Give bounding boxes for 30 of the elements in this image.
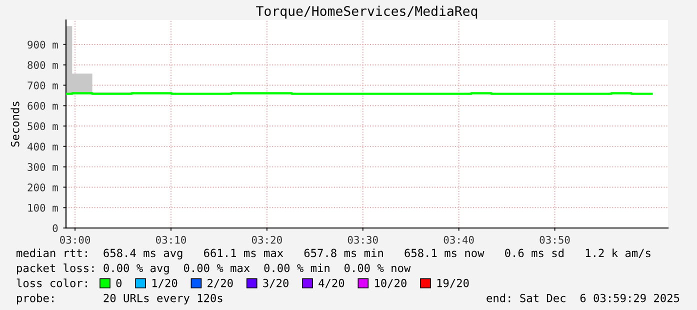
legend-label: 19/20 [437,278,469,288]
x-tick-label: 03:10 [156,236,186,244]
y-tick-label: 900 m [28,40,58,49]
chart-title: Torque/HomeServices/MediaReq [256,6,478,19]
text: packet loss: 0.00 % avg 0.00 % max 0.00 % min 0.00 % now [17,264,411,274]
legend-title: loss color: [16,278,87,288]
y-tick-label: 500 m [28,122,58,130]
x-tick-label: 03:00 [60,236,90,244]
y-tick-label: 400 m [28,142,58,151]
y-axis-title: Seconds [10,102,20,147]
legend-label: 3/20 [263,278,288,288]
y-tick-label: 700 m [28,82,58,90]
x-tick-label: 03:30 [348,236,378,244]
legend-label: 4/20 [318,278,344,288]
legend-label: 0 [116,278,122,288]
x-tick-label: 03:40 [444,236,474,244]
y-tick-label: 200 m [28,183,58,192]
x-tick-label: 03:20 [252,236,282,244]
y-tick-label: 100 m [28,204,58,212]
y-tick-label: 600 m [28,102,58,110]
legend-label: 10/20 [375,278,406,288]
y-tick-label: 300 m [28,163,58,171]
y-tick-label: 0 [52,224,58,232]
legend-label: 1/20 [152,278,178,288]
y-tick-label: 800 m [28,61,58,69]
legend-label: 2/20 [208,278,233,288]
x-tick-label: 03:50 [540,236,570,244]
text: probe: 20 URLs every 120s [17,294,222,304]
text: median rtt: 658.4 ms avg 661.1 ms max 657.8 ms min 658.1 ms now 0.6 ms sd 1.2 k am/s [16,248,650,260]
text: end: Sat Dec 6 03:59:29 2025 [486,294,680,302]
